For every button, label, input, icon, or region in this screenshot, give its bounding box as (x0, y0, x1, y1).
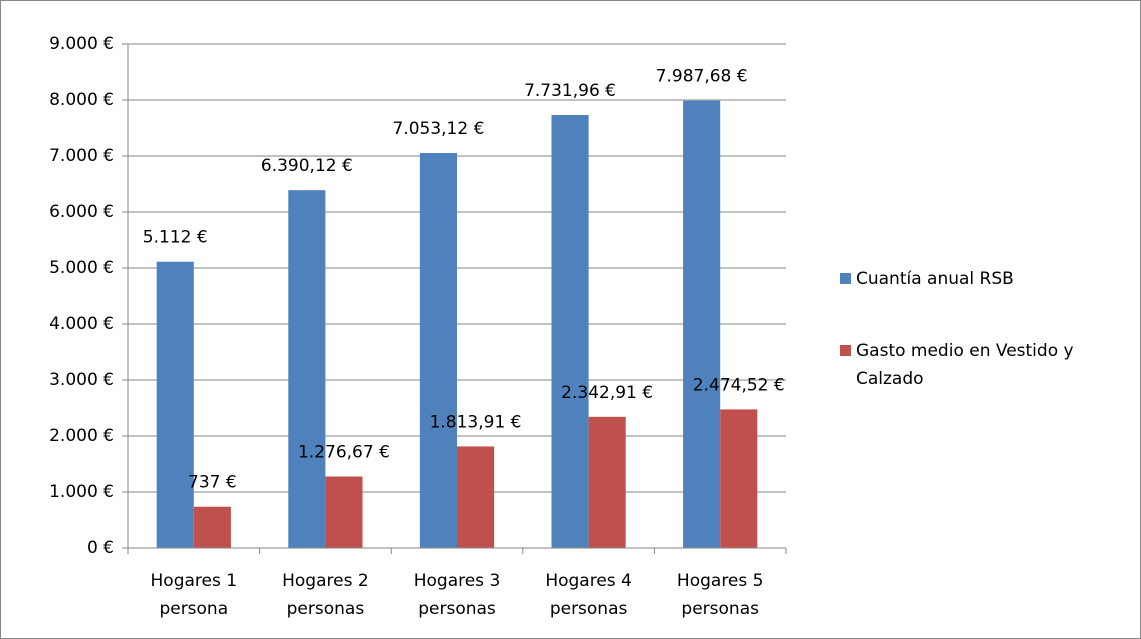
legend-label: Gasto medio en Vestido y Calzado (856, 341, 1074, 389)
x-tick-label: Hogares 4 personas (545, 571, 632, 619)
y-tick-label: 3.000 € (49, 370, 114, 390)
bar (588, 416, 626, 548)
x-tick-label: Hogares 3 personas (414, 571, 501, 619)
data-label: 737 € (188, 473, 237, 493)
bar (156, 261, 194, 548)
y-tick-label: 2.000 € (49, 426, 114, 446)
legend-label: Cuantía anual RSB (856, 269, 1014, 289)
y-tick-label: 6.000 € (49, 202, 114, 222)
bar (683, 100, 721, 549)
y-tick-label: 9.000 € (49, 34, 114, 54)
data-label: 2.342,91 € (561, 383, 653, 403)
bar (551, 115, 589, 548)
y-tick-label: 1.000 € (49, 482, 114, 502)
x-tick-label: Hogares 5 personas (677, 571, 764, 619)
data-label: 5.112 € (143, 228, 208, 248)
data-label: 1.276,67 € (298, 443, 390, 463)
y-tick-label: 8.000 € (49, 90, 114, 110)
bar (419, 153, 457, 549)
data-label: 1.813,91 € (430, 412, 522, 432)
data-label: 2.474,52 € (693, 375, 785, 395)
bar (325, 476, 363, 548)
legend-swatch (840, 273, 851, 284)
x-tick-label: Hogares 2 personas (282, 571, 369, 619)
y-tick-label: 7.000 € (49, 146, 114, 166)
bar (457, 446, 495, 548)
data-label: 6.390,12 € (261, 156, 353, 176)
x-tick-label: Hogares 1 persona (151, 571, 238, 619)
bar (288, 190, 326, 549)
data-label: 7.731,96 € (524, 81, 616, 101)
data-label: 7.987,68 € (656, 67, 748, 87)
legend-swatch (840, 345, 851, 356)
data-label: 7.053,12 € (392, 119, 484, 139)
y-tick-label: 5.000 € (49, 258, 114, 278)
bar (193, 506, 231, 548)
bar (720, 409, 758, 548)
y-tick-label: 0 € (87, 538, 114, 558)
y-tick-label: 4.000 € (49, 314, 114, 334)
